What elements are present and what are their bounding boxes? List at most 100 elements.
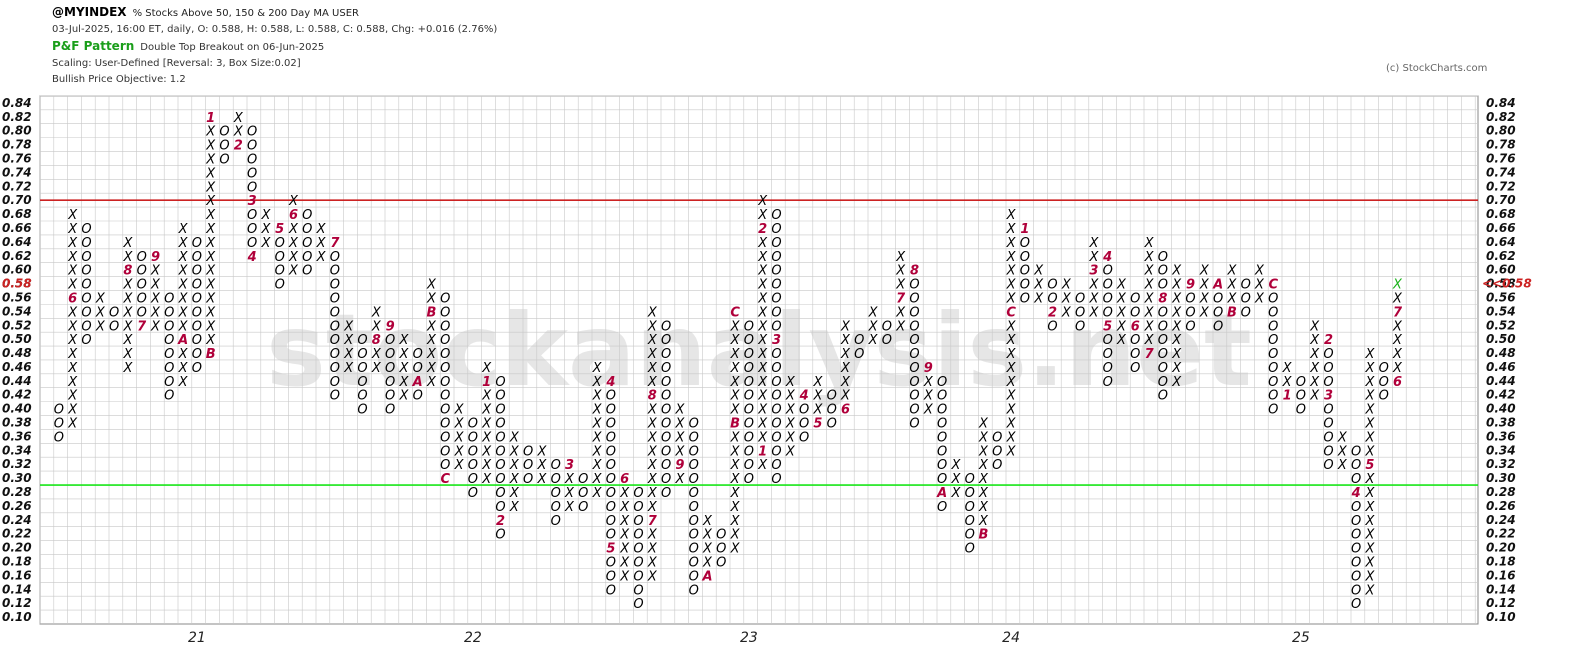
x-box: X — [757, 403, 768, 418]
o-box: O — [744, 417, 754, 432]
x-box: X — [316, 250, 327, 265]
month-marker: 7 — [137, 319, 147, 334]
o-box: O — [1323, 458, 1333, 473]
o-box: O — [909, 417, 919, 432]
x-box: X — [592, 430, 603, 445]
x-box: X — [398, 389, 409, 404]
x-box: X — [260, 208, 271, 223]
x-box: X — [1364, 583, 1375, 598]
y-tick-left: 0.16 — [2, 568, 32, 582]
pattern-text: Double Top Breakout on 06-Jun-2025 — [140, 42, 325, 53]
y-tick-right: 0.36 — [1486, 429, 1516, 443]
o-box: O — [137, 305, 147, 320]
o-box: O — [1185, 319, 1195, 334]
x-box: X — [1364, 555, 1375, 570]
x-box: X — [674, 472, 685, 487]
x-box: X — [481, 472, 492, 487]
y-tick-right: 0.32 — [1486, 457, 1516, 471]
o-box: O — [81, 278, 91, 293]
o-box: O — [937, 458, 947, 473]
o-box: O — [302, 250, 312, 265]
x-box: X — [316, 236, 327, 251]
y-tick-left: 0.70 — [2, 193, 32, 207]
y-tick-left: 0.50 — [2, 332, 32, 346]
month-marker: 2 — [1048, 305, 1057, 320]
o-box: O — [247, 139, 257, 154]
month-marker: 4 — [605, 375, 615, 390]
o-box: O — [661, 375, 671, 390]
x-box: X — [619, 542, 630, 557]
o-box: O — [551, 500, 561, 515]
month-marker: 1 — [758, 444, 767, 459]
o-box: O — [937, 430, 947, 445]
o-box: O — [771, 472, 781, 487]
x-box: X — [178, 236, 189, 251]
o-box: O — [1351, 555, 1361, 570]
o-box: O — [1103, 333, 1113, 348]
x-box: X — [757, 278, 768, 293]
x-box: X — [840, 361, 851, 376]
month-marker: 4 — [1102, 250, 1112, 265]
y-tick-right: 0.30 — [1486, 471, 1516, 485]
o-box: O — [495, 444, 505, 459]
y-tick-left: 0.12 — [2, 596, 32, 610]
x-box: X — [1171, 305, 1182, 320]
o-box: O — [54, 430, 64, 445]
o-box: O — [661, 347, 671, 362]
month-marker: 9 — [151, 250, 160, 265]
o-box: O — [219, 153, 229, 168]
o-box: O — [1268, 319, 1278, 334]
x-box: X — [122, 361, 133, 376]
y-tick-left: 0.76 — [2, 152, 32, 166]
x-box: X — [481, 417, 492, 432]
x-box: X — [178, 278, 189, 293]
last-price-marker: <<0.58 — [1482, 277, 1532, 291]
y-tick-left: 0.82 — [2, 110, 32, 124]
x-box: X — [757, 291, 768, 306]
x-box: X — [481, 389, 492, 404]
chart-header: @MYINDEX % Stocks Above 50, 150 & 200 Day… — [52, 4, 497, 88]
o-box: O — [633, 583, 643, 598]
y-tick-left: 0.28 — [2, 485, 32, 499]
x-box: X — [647, 500, 658, 515]
x-box: X — [1226, 278, 1237, 293]
x-box: X — [647, 555, 658, 570]
x-box: X — [1364, 569, 1375, 584]
o-box: O — [551, 486, 561, 501]
y-tick-left: 0.74 — [2, 165, 32, 179]
x-box: X — [178, 319, 189, 334]
y-tick-right: 0.42 — [1486, 388, 1516, 402]
o-box: O — [716, 542, 726, 557]
o-box: O — [330, 389, 340, 404]
x-box: X — [647, 458, 658, 473]
o-box: O — [1213, 291, 1223, 306]
x-box: X — [509, 486, 520, 501]
x-box: X — [647, 347, 658, 362]
o-box: O — [799, 417, 809, 432]
o-box: O — [1241, 305, 1251, 320]
o-box: O — [771, 236, 781, 251]
o-box: O — [330, 264, 340, 279]
y-tick-right: 0.82 — [1486, 110, 1516, 124]
o-box: O — [1379, 361, 1389, 376]
x-box: X — [371, 347, 382, 362]
o-box: O — [1351, 528, 1361, 543]
o-box: O — [909, 403, 919, 418]
o-box: O — [81, 250, 91, 265]
o-box: O — [330, 305, 340, 320]
o-box: O — [1130, 291, 1140, 306]
o-box: O — [1103, 375, 1113, 390]
x-box: X — [122, 347, 133, 362]
o-box: O — [81, 222, 91, 237]
o-box: O — [633, 569, 643, 584]
x-box: X — [67, 375, 78, 390]
x-box: X — [702, 514, 713, 529]
y-tick-right: 0.84 — [1486, 96, 1516, 110]
x-box: X — [1392, 333, 1403, 348]
x-box: X — [205, 333, 216, 348]
o-box: O — [413, 361, 423, 376]
o-box: O — [54, 417, 64, 432]
x-box: X — [840, 347, 851, 362]
x-box: X — [1364, 486, 1375, 501]
x-box: X — [1199, 278, 1210, 293]
